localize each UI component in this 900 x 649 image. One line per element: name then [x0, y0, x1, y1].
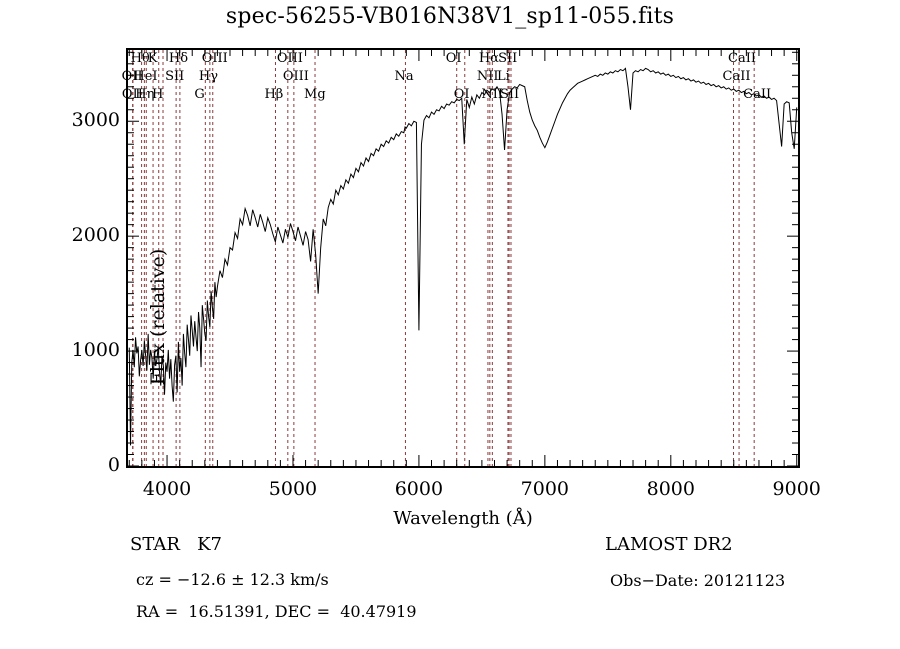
spectral-line-label: OII	[121, 87, 143, 102]
spectral-line-label: Na	[394, 69, 414, 84]
spectral-line-label: NII	[481, 87, 503, 102]
x-tick-label: 9000	[772, 478, 821, 500]
spectral-line-label: SII	[165, 69, 185, 84]
spectral-line-label: OIII	[201, 51, 228, 66]
page-title: spec-56255-VB016N38V1_sp11-055.fits	[225, 4, 675, 29]
spectral-line-label: Li	[496, 69, 510, 84]
spectral-line-label: OIII	[282, 69, 309, 84]
spectral-line-label: H	[152, 87, 164, 102]
spectral-line-label: Hβ	[264, 87, 284, 102]
y-axis-title: Flux (relative)	[147, 248, 169, 386]
y-tick-label: 1000	[71, 339, 120, 362]
spectral-line-label: Hγ	[198, 69, 218, 84]
x-tick-label: 4000	[142, 478, 192, 500]
x-tick-label: 5000	[268, 478, 318, 500]
plot-frame	[126, 48, 800, 468]
spectral-line-label: OIII	[276, 51, 303, 66]
y-tick-label: 0	[107, 454, 120, 476]
spectral-line-label: Hη	[135, 87, 155, 102]
spectral-line-label: OI	[445, 51, 462, 66]
spectral-line-label: Hα	[478, 51, 499, 66]
y-axis-tick-labels: 0 1000 2000 3000	[40, 0, 120, 649]
x-axis-title: Wavelength (Å)	[393, 508, 533, 529]
spectral-line-label: Hθ	[130, 51, 150, 66]
y-tick-label: 3000	[71, 109, 120, 132]
y-tick-label: 2000	[71, 224, 120, 247]
plot-area	[128, 50, 798, 466]
spectral-line-label: Hδ	[168, 51, 189, 66]
spectral-line-label: SII	[498, 51, 518, 66]
spectral-line-label: OI	[453, 87, 470, 102]
spectral-line-label: NII	[476, 69, 499, 84]
coordinates-label: RA = 16.51391, DEC = 40.47919	[136, 602, 417, 621]
object-class-label: STAR K7	[130, 534, 222, 555]
obs-date-label: Obs−Date: 20121123	[610, 571, 786, 590]
survey-label: LAMOST DR2	[605, 534, 733, 555]
redshift-velocity-label: cz = −12.6 ± 12.3 km/s	[136, 570, 329, 589]
axis-ticks	[128, 50, 798, 466]
spectral-line-label: CaII	[743, 87, 772, 102]
spectral-line-label: CaII	[722, 69, 751, 84]
spectrum-curve	[128, 50, 798, 466]
spectral-line-label: G	[194, 87, 205, 102]
spectral-line-label: OII	[121, 69, 143, 84]
spectral-line-label: CaII	[728, 51, 757, 66]
x-tick-label: 8000	[646, 478, 695, 500]
x-tick-label: 7000	[520, 478, 570, 500]
spectral-line-label: K	[147, 51, 158, 66]
spectral-line-label: HeI	[133, 69, 158, 84]
spectral-line-label: Mg	[304, 87, 326, 102]
x-tick-label: 6000	[394, 478, 444, 500]
spectral-line-label: SII	[499, 87, 520, 102]
